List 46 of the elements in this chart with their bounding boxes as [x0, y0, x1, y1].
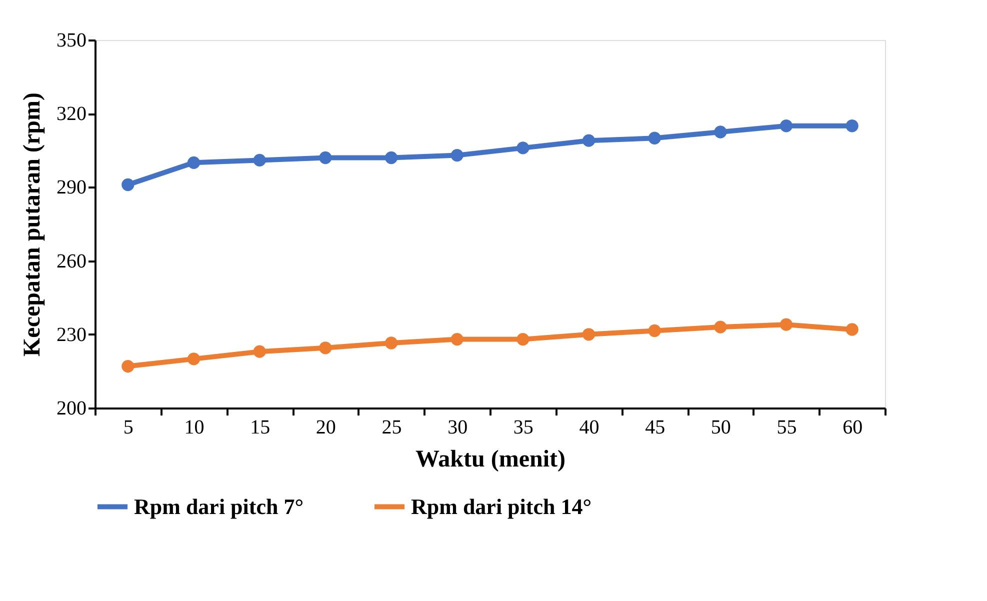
point [780, 120, 793, 132]
point [384, 151, 398, 164]
point [253, 345, 266, 358]
legend-label: Rpm dari pitch 14° [411, 494, 592, 519]
x-tick-label: 55 [776, 416, 797, 438]
x-tick-label: 60 [842, 416, 863, 438]
point [319, 342, 332, 354]
x-tick-label: 5 [123, 416, 134, 438]
x-tick-label: 50 [710, 416, 731, 438]
y-tick-label: 230 [56, 324, 86, 346]
point [516, 332, 530, 346]
point [714, 320, 727, 334]
y-tick-label: 290 [56, 176, 86, 199]
x-tick-label: 25 [382, 416, 402, 438]
point [582, 328, 596, 341]
point [780, 318, 793, 331]
x-tick-label: 40 [579, 416, 600, 438]
point [122, 178, 134, 192]
point [122, 360, 134, 373]
legend-label: Rpm dari pitch 7° [134, 494, 304, 519]
x-tick-label: 45 [645, 416, 666, 438]
point [253, 154, 266, 167]
point [648, 132, 661, 144]
y-tick-label: 260 [56, 250, 86, 272]
x-tick-label: 35 [513, 416, 534, 438]
point [450, 332, 464, 346]
point [516, 142, 530, 154]
y-tick-label: 200 [56, 398, 86, 420]
point [450, 148, 464, 162]
y-axis-title: Kecepatan putaran (rpm) [20, 92, 46, 356]
point [187, 352, 200, 366]
point [714, 126, 727, 138]
point [319, 151, 332, 164]
x-tick-label: 30 [448, 416, 468, 438]
x-axis-title: Waktu (menit) [416, 446, 566, 472]
x-tick-label: 20 [316, 416, 336, 438]
point [582, 134, 596, 147]
point [846, 120, 858, 132]
x-tick-label: 10 [184, 416, 204, 438]
point [648, 324, 661, 338]
x-tick-label: 15 [250, 416, 270, 438]
point [384, 336, 398, 350]
point [187, 156, 200, 169]
y-tick-label: 320 [56, 103, 86, 126]
y-tick-label: 350 [56, 30, 86, 52]
point [846, 323, 858, 336]
